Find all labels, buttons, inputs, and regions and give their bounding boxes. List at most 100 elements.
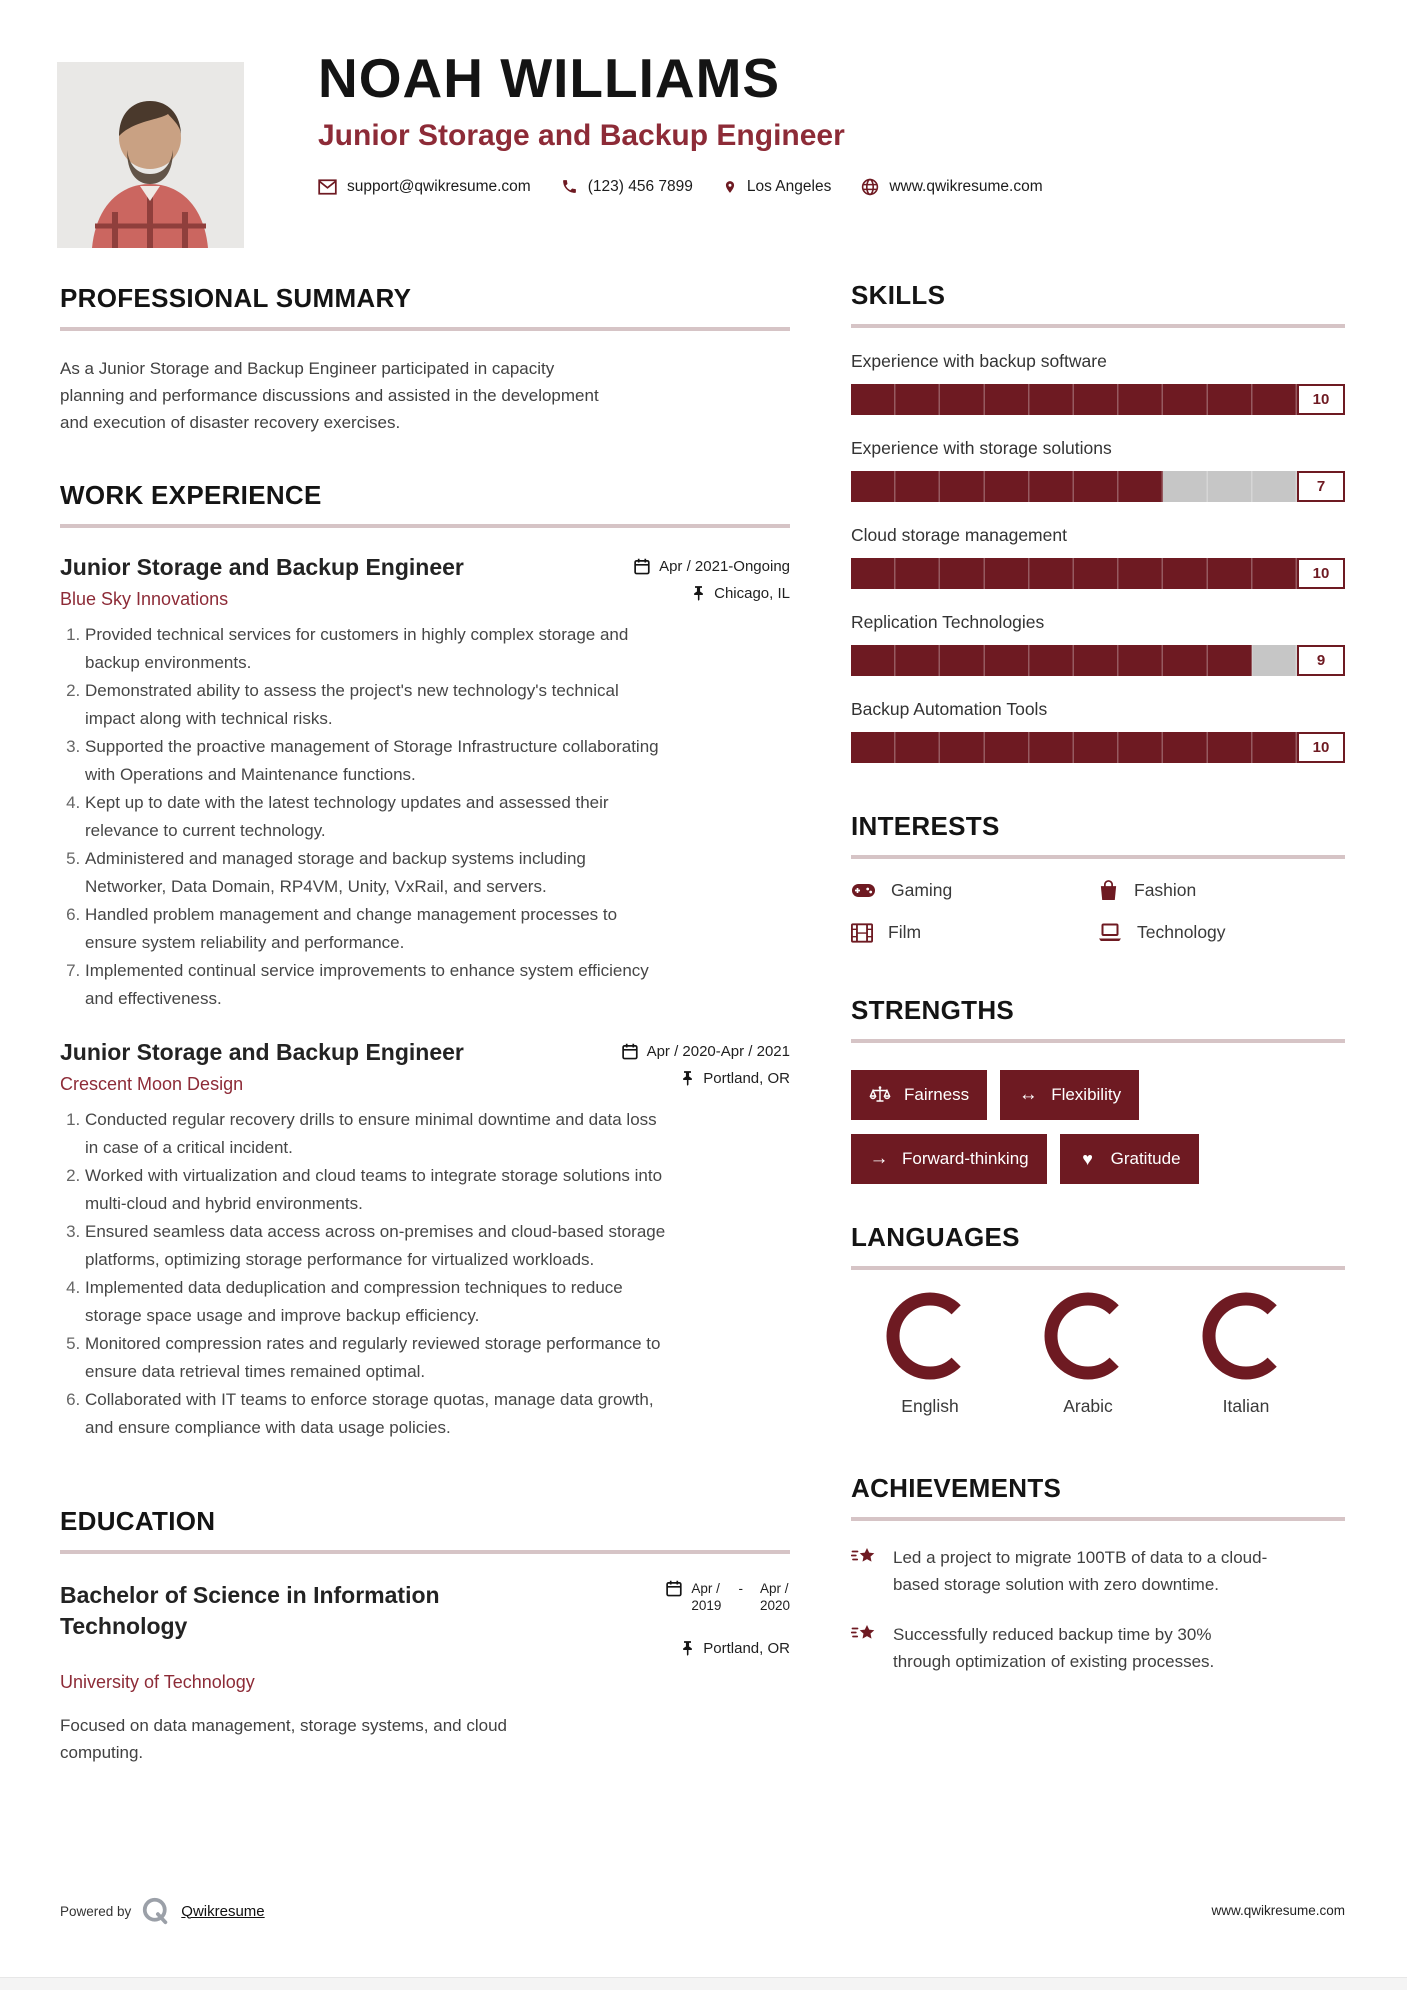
scales-icon xyxy=(869,1085,891,1105)
education-location-text: Portland, OR xyxy=(703,1640,790,1657)
language-level-ring xyxy=(886,1292,974,1380)
strength-label: Gratitude xyxy=(1110,1149,1181,1168)
achievement-item: Led a project to migrate 100TB of data t… xyxy=(851,1544,1345,1598)
strength-tag: Forward-thinking xyxy=(851,1134,1047,1184)
skill-value-badge: 10 xyxy=(1297,558,1345,589)
job-bullet: Handled problem management and change ma… xyxy=(85,901,670,957)
date-separator: - xyxy=(738,1581,743,1596)
pushpin-icon xyxy=(683,1071,693,1086)
section-divider xyxy=(60,1550,790,1554)
footer-website[interactable]: www.qwikresume.com xyxy=(1211,1903,1345,1918)
section-divider xyxy=(60,524,790,528)
job-location: Chicago, IL xyxy=(634,585,790,602)
language-level-ring xyxy=(1202,1292,1290,1380)
job-bullet: Demonstrated ability to assess the proje… xyxy=(85,677,670,733)
website-text: www.qwikresume.com xyxy=(889,177,1043,195)
skill-bar: 7 xyxy=(851,471,1345,502)
education-date-to-year: 2020 xyxy=(759,1598,790,1613)
job-bullet: Implemented data deduplication and compr… xyxy=(85,1274,670,1330)
languages-heading: LANGUAGES xyxy=(851,1222,1020,1252)
job-title: Junior Storage and Backup Engineer xyxy=(60,1039,464,1065)
footer-branding: Powered by Qwikresume xyxy=(60,1896,265,1926)
achievement-text: Led a project to migrate 100TB of data t… xyxy=(893,1548,1268,1594)
film-icon xyxy=(851,922,873,943)
language-item: English xyxy=(886,1292,974,1417)
summary-text: As a Junior Storage and Backup Engineer … xyxy=(60,359,599,432)
job-bullet: Collaborated with IT teams to enforce st… xyxy=(85,1386,670,1442)
education-heading: EDUCATION xyxy=(60,1506,216,1536)
skill-value-badge: 10 xyxy=(1297,384,1345,415)
strengths-heading: STRENGTHS xyxy=(851,995,1015,1025)
skill-label: Experience with backup software xyxy=(851,351,1107,371)
contact-email[interactable]: support@qwikresume.com xyxy=(318,178,531,196)
interest-item: Technology xyxy=(1098,922,1345,943)
interest-item: Fashion xyxy=(1098,879,1345,901)
skill-value-badge: 9 xyxy=(1297,645,1345,676)
skill-label: Backup Automation Tools xyxy=(851,699,1048,719)
skill-row: Replication Technologies 9 xyxy=(851,612,1345,676)
skill-fill xyxy=(851,558,1297,589)
summary-heading: PROFESSIONAL SUMMARY xyxy=(60,283,412,313)
job-location-text: Chicago, IL xyxy=(714,585,790,602)
strength-label: Fairness xyxy=(904,1085,970,1104)
job-title: Junior Storage and Backup Engineer xyxy=(60,554,464,580)
contact-row: support@qwikresume.com (123) 456 7899 Lo… xyxy=(318,178,1043,196)
skill-bar: 9 xyxy=(851,645,1345,676)
page-bottom-strip xyxy=(0,1977,1407,1990)
right-column: SKILLS Experience with backup software 1… xyxy=(851,280,1345,1675)
job-dates-text: Apr / 2020-Apr / 2021 xyxy=(646,1043,790,1060)
education-date-from: Apr / xyxy=(691,1581,720,1596)
job-bullet: Worked with virtualization and cloud tea… xyxy=(85,1162,670,1218)
pushpin-icon xyxy=(694,586,703,601)
job-bullet: Kept up to date with the latest technolo… xyxy=(85,789,670,845)
education-dates: Apr / 2019 - Apr / 2020 xyxy=(666,1580,790,1614)
header: NOAH WILLIAMS Junior Storage and Backup … xyxy=(318,49,1043,196)
achievement-text: Successfully reduced backup time by 30% … xyxy=(893,1625,1215,1671)
skill-bar: 10 xyxy=(851,732,1345,763)
strength-tag: Gratitude xyxy=(1059,1134,1199,1184)
interest-label: Gaming xyxy=(891,879,953,900)
skill-label: Experience with storage solutions xyxy=(851,438,1112,458)
skill-row: Cloud storage management 10 xyxy=(851,525,1345,589)
company-name: Crescent Moon Design xyxy=(60,1074,244,1094)
job-bullet-list: Provided technical services for customer… xyxy=(60,621,670,1013)
email-text: support@qwikresume.com xyxy=(347,177,531,195)
job-dates: Apr / 2020-Apr / 2021 xyxy=(621,1043,790,1060)
education-location: Portland, OR xyxy=(666,1640,790,1657)
skill-fill xyxy=(851,384,1297,415)
laptop-icon xyxy=(1099,923,1121,941)
phone-text: (123) 456 7899 xyxy=(587,177,693,195)
interest-label: Fashion xyxy=(1134,879,1197,900)
section-divider xyxy=(851,324,1345,328)
job-bullet: Administered and managed storage and bac… xyxy=(85,845,670,901)
location-text: Los Angeles xyxy=(746,177,832,195)
job-bullet: Implemented continual service improvemen… xyxy=(85,957,670,1013)
right-arrow-icon xyxy=(869,1148,889,1170)
section-divider xyxy=(851,855,1345,859)
skill-value-badge: 7 xyxy=(1297,471,1345,502)
experience-heading: WORK EXPERIENCE xyxy=(60,480,322,510)
phone-icon xyxy=(562,180,576,194)
strength-tag: Fairness xyxy=(851,1070,988,1120)
candidate-title: Junior Storage and Backup Engineer xyxy=(318,118,845,152)
job-bullet-list: Conducted regular recovery drills to ens… xyxy=(60,1106,670,1442)
qwikresume-link[interactable]: Qwikresume xyxy=(181,1902,265,1920)
skill-fill xyxy=(851,645,1253,676)
language-level-ring xyxy=(1044,1292,1132,1380)
gamepad-icon xyxy=(852,884,875,897)
left-right-arrow-icon xyxy=(1018,1084,1038,1106)
job-dates: Apr / 2021-Ongoing xyxy=(634,558,790,575)
job-bullet: Ensured seamless data access across on-p… xyxy=(85,1218,670,1274)
interest-label: Film xyxy=(888,922,922,942)
language-item: Arabic xyxy=(1044,1292,1132,1417)
skill-label: Cloud storage management xyxy=(851,525,1067,545)
company-name: Blue Sky Innovations xyxy=(60,589,229,609)
skill-row: Experience with storage solutions 7 xyxy=(851,438,1345,502)
contact-website[interactable]: www.qwikresume.com xyxy=(861,177,1043,196)
strength-label: Forward-thinking xyxy=(902,1149,1029,1168)
job-bullet: Monitored compression rates and regularl… xyxy=(85,1330,670,1386)
skill-fill xyxy=(851,471,1164,502)
section-divider xyxy=(60,327,790,331)
calendar-icon xyxy=(666,1580,683,1597)
job-bullet: Conducted regular recovery drills to ens… xyxy=(85,1106,670,1162)
